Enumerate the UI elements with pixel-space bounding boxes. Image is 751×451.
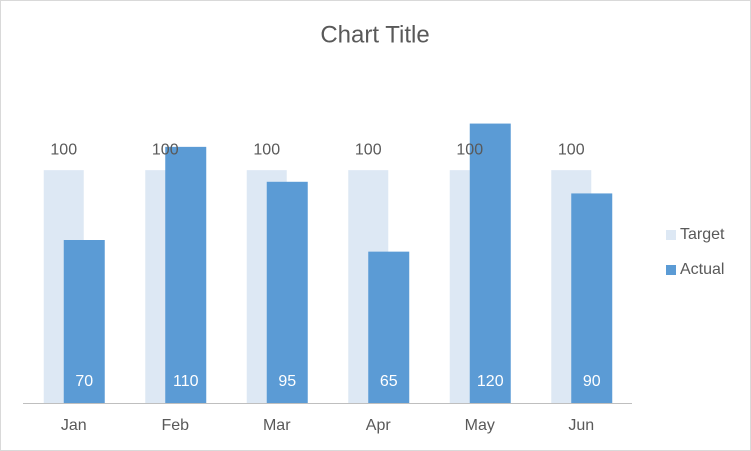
data-label: 120 xyxy=(477,373,504,390)
data-label: 110 xyxy=(173,373,199,390)
chart-title: Chart Title xyxy=(320,21,429,48)
data-label: 100 xyxy=(558,141,585,158)
x-tick-label: Jun xyxy=(568,417,594,434)
x-tick-label: May xyxy=(465,417,495,434)
legend-label: Actual xyxy=(680,261,724,278)
data-label: 100 xyxy=(50,141,77,158)
bar xyxy=(63,240,105,403)
legend-swatch xyxy=(666,265,676,275)
data-label: 100 xyxy=(253,141,280,158)
bar xyxy=(571,193,613,403)
bar xyxy=(368,251,410,403)
data-label: 90 xyxy=(583,373,601,390)
x-tick-label: Mar xyxy=(263,417,291,434)
data-label: 65 xyxy=(380,373,398,390)
data-label: 100 xyxy=(355,141,382,158)
bar xyxy=(266,181,308,403)
bar xyxy=(165,146,207,403)
legend-swatch xyxy=(666,230,676,240)
data-label: 95 xyxy=(278,373,296,390)
legend-label: Target xyxy=(680,226,725,243)
data-label: 70 xyxy=(75,373,93,390)
data-label: 100 xyxy=(152,141,179,158)
bar xyxy=(469,123,511,404)
data-label: 100 xyxy=(456,141,483,158)
x-tick-label: Feb xyxy=(161,417,189,434)
x-tick-label: Jan xyxy=(61,417,87,434)
x-tick-label: Apr xyxy=(366,417,392,434)
